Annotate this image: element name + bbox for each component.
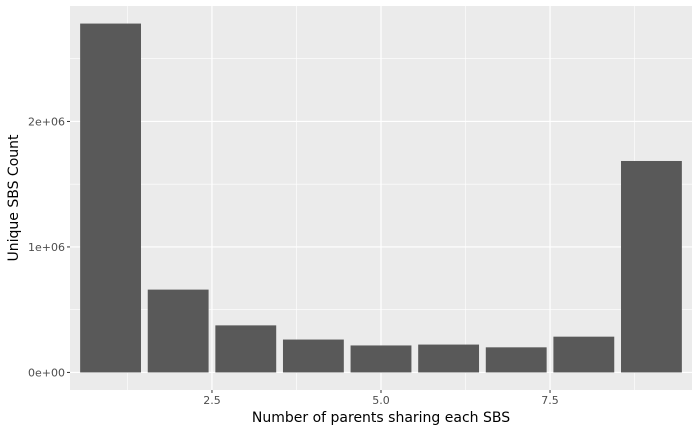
x-tick-label: 5.0 — [372, 394, 390, 407]
y-tick-labels: 0e+00 1e+06 2e+06 — [28, 115, 65, 379]
y-tick-label: 1e+06 — [28, 241, 65, 254]
bars — [80, 23, 682, 373]
x-tick-labels: 2.5 5.0 7.5 — [203, 394, 559, 407]
axis-ticks — [67, 120, 551, 393]
bar — [282, 339, 344, 373]
y-axis-title: Unique SBS Count — [6, 134, 22, 262]
bar — [553, 336, 615, 373]
y-tick-label: 0e+00 — [28, 366, 65, 379]
bar — [80, 23, 141, 373]
bar — [350, 345, 412, 373]
x-tick-label: 7.5 — [541, 394, 559, 407]
bar — [485, 347, 547, 373]
bar — [621, 160, 682, 373]
x-tick-label: 2.5 — [203, 394, 221, 407]
bar — [215, 325, 277, 373]
bar — [418, 344, 480, 373]
y-tick-label: 2e+06 — [28, 115, 65, 128]
x-axis-title: Number of parents sharing each SBS — [252, 410, 510, 426]
bar — [147, 289, 209, 373]
